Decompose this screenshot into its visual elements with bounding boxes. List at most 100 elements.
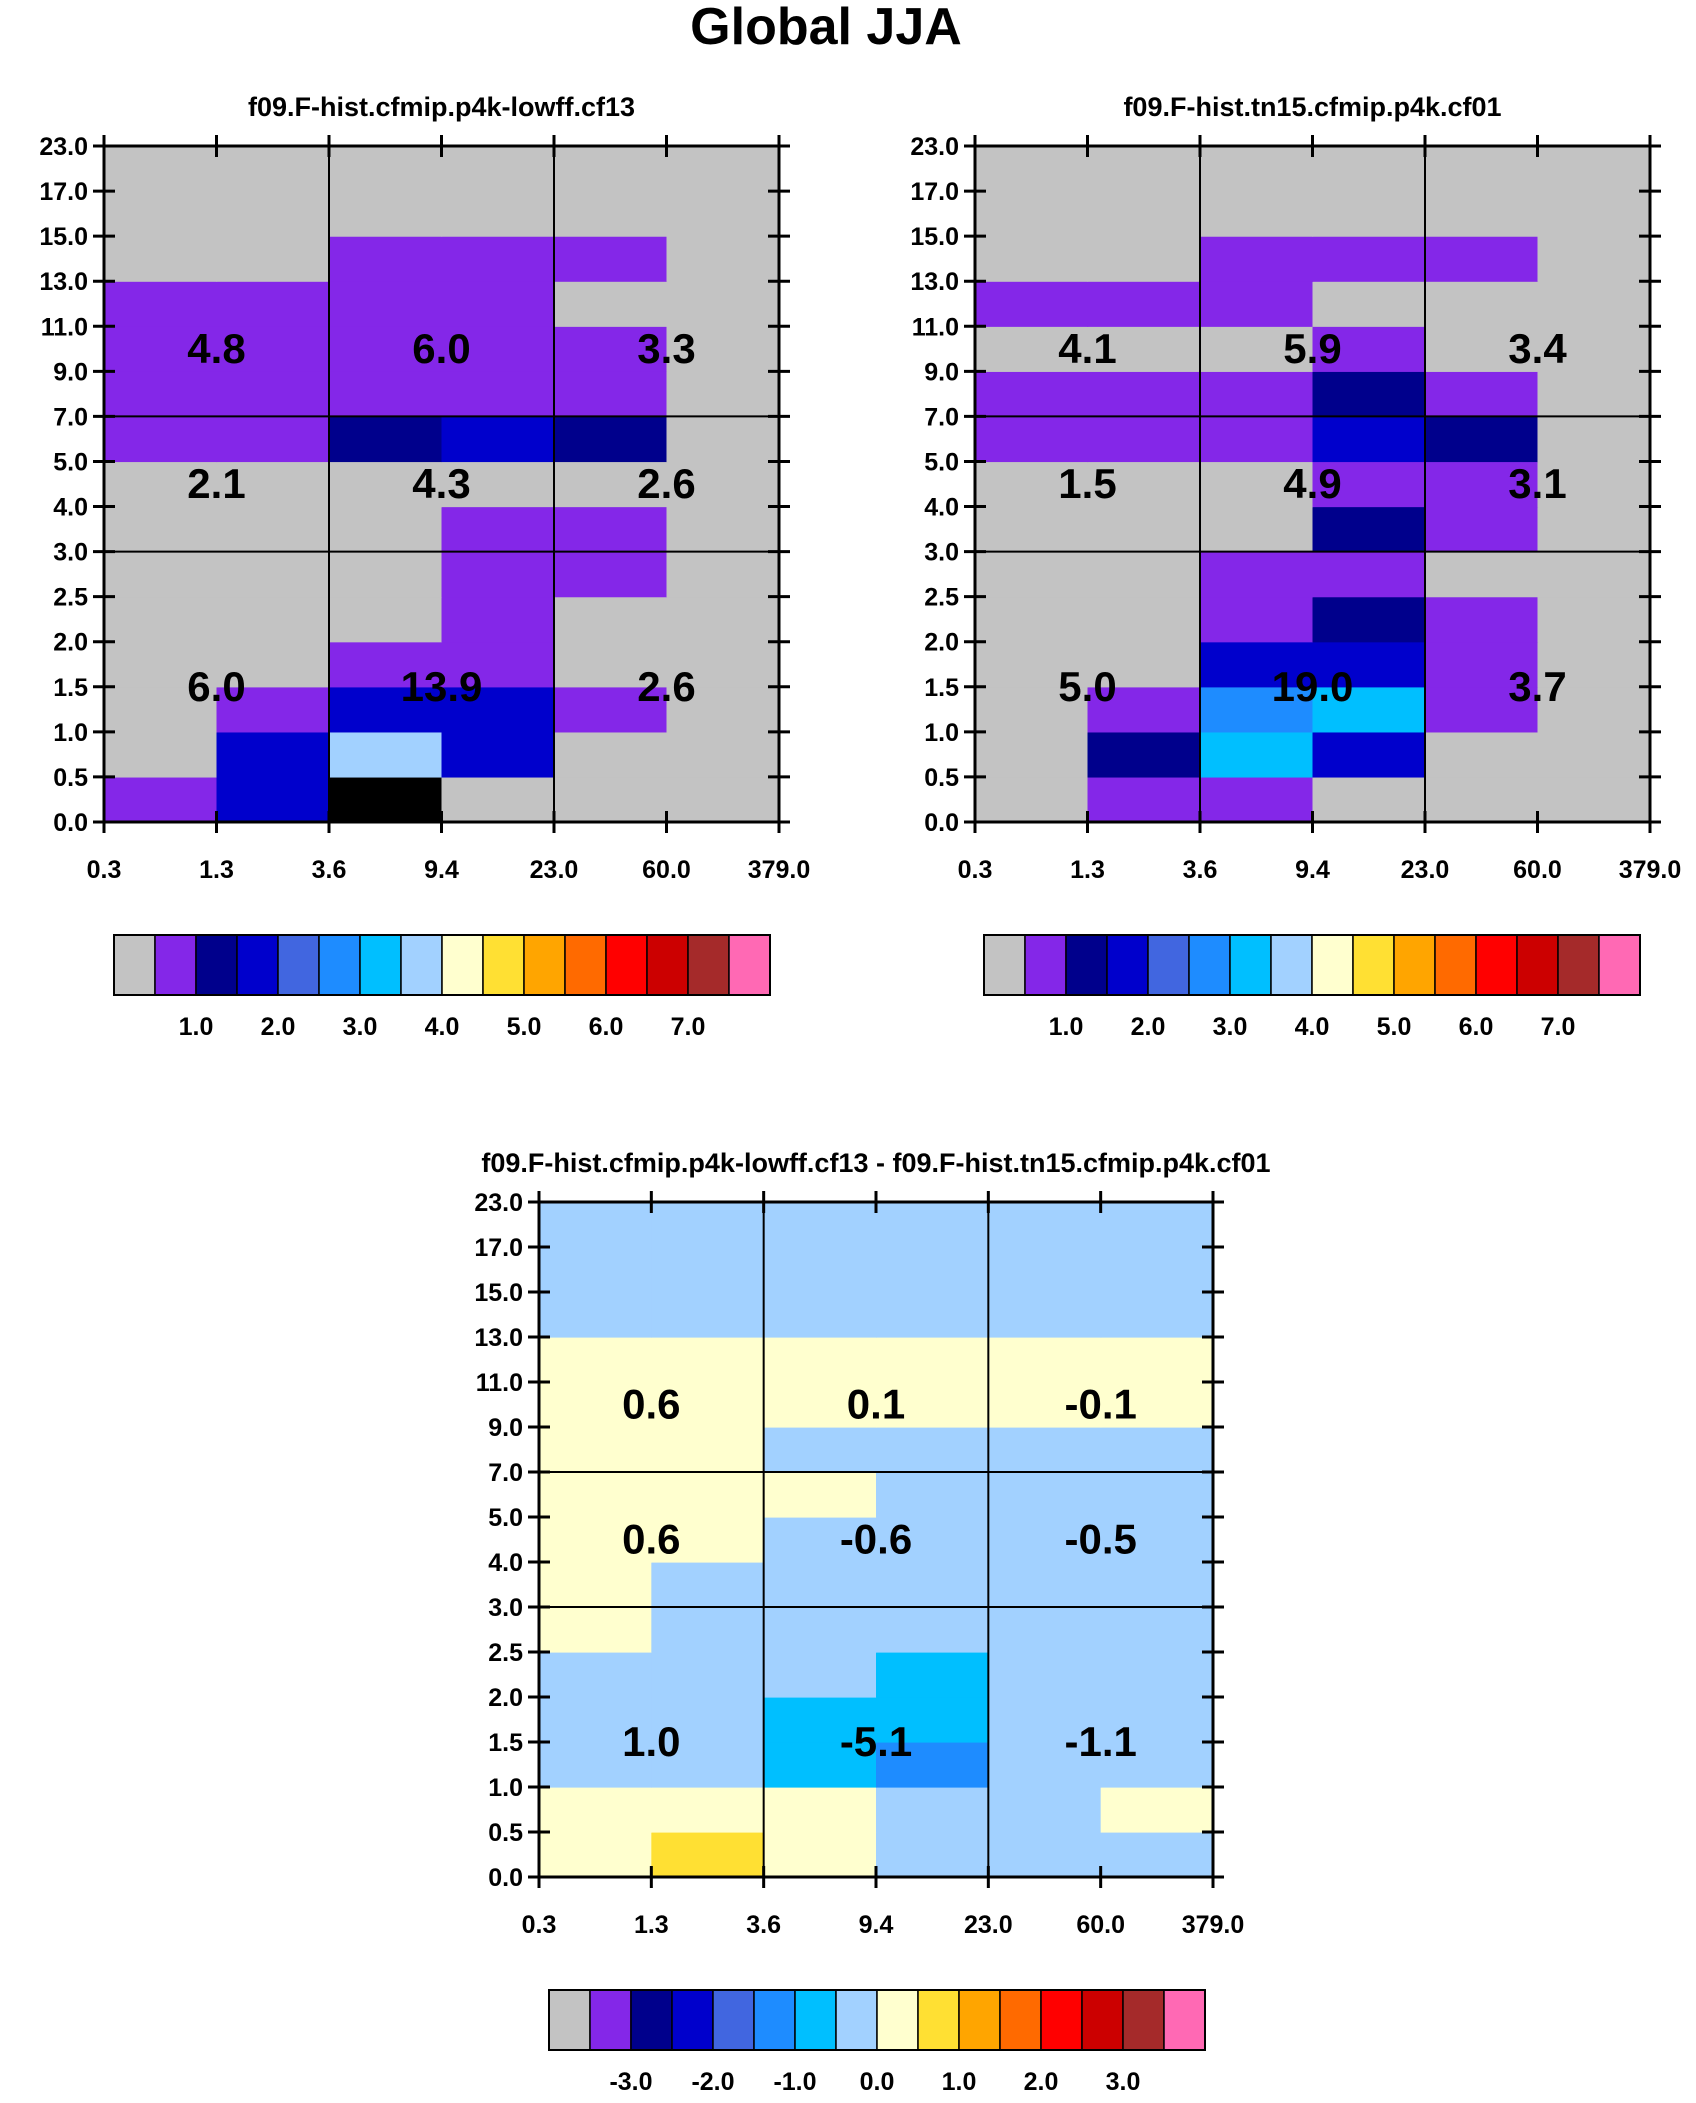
y-tick-label: 23.0 <box>474 1189 523 1217</box>
colorbar-label: 4.0 <box>1295 1013 1330 1041</box>
heatmap-cell <box>1425 686 1539 733</box>
colorbar-swatch <box>835 1989 878 2051</box>
y-tick-label: 17.0 <box>910 178 959 206</box>
plot-left: 0.0 0.5 1.0 1.5 2.0 2.5 3.0 4.0 5.0 7.0 9.0 11.0 13.… <box>39 92 810 884</box>
heatmap-cell <box>554 551 668 598</box>
y-tick-label: 13.0 <box>474 1324 523 1352</box>
heatmap-cell <box>763 1472 877 1518</box>
heatmap-cell <box>1537 641 1651 688</box>
heatmap-cell <box>651 1832 765 1878</box>
heatmap-cell <box>975 236 1089 282</box>
heatmap-cell <box>1100 1382 1214 1428</box>
y-tick-label: 11.0 <box>912 313 959 341</box>
box-value-label: -0.5 <box>1064 1516 1136 1563</box>
heatmap-cell <box>763 1787 877 1833</box>
y-tick-label: 17.0 <box>39 178 88 206</box>
heatmap-cell <box>1100 1292 1214 1338</box>
heatmap-cell <box>554 596 668 643</box>
heatmap-cell <box>1425 461 1539 508</box>
heatmap-cell <box>216 146 330 192</box>
heatmap-cell <box>216 506 330 553</box>
heatmap-cell <box>666 551 780 598</box>
colorbar-swatch <box>794 1989 837 2051</box>
colorbar-label: 4.0 <box>425 1013 460 1041</box>
heatmap-cell <box>554 326 668 372</box>
heatmap-cell <box>1087 776 1201 823</box>
colorbar-swatch <box>983 934 1026 996</box>
heatmap-cell <box>1100 1472 1214 1518</box>
x-tick-label: 60.0 <box>1513 856 1562 884</box>
heatmap-cell <box>554 281 668 327</box>
heatmap-cell <box>216 596 330 643</box>
x-tick-label: 379.0 <box>748 856 811 884</box>
y-tick-label: 2.5 <box>488 1639 523 1667</box>
colorbar-label: 6.0 <box>589 1013 624 1041</box>
heatmap-cell <box>1200 641 1314 688</box>
colorbar-swatch <box>1434 934 1477 996</box>
heatmap-cell <box>876 1427 989 1473</box>
heatmap-cell <box>651 1427 765 1473</box>
heatmap-cell <box>1087 596 1201 643</box>
heatmap-cell <box>988 1247 1102 1293</box>
y-tick-label: 5.0 <box>488 1504 523 1532</box>
heatmap-cell <box>666 596 780 643</box>
heatmap-cell <box>216 461 330 508</box>
heatmap-cell <box>554 236 668 282</box>
colorbar-swatch <box>1147 934 1190 996</box>
heatmap-cell <box>216 326 330 372</box>
heatmap-cell <box>1087 146 1201 192</box>
heatmap-cell <box>104 731 218 778</box>
heatmap-cell <box>651 1697 765 1743</box>
y-tick-label: 15.0 <box>39 223 88 251</box>
colorbar-frame <box>983 934 1641 996</box>
heatmap-cell <box>539 1247 652 1293</box>
heatmap-cell <box>104 236 218 282</box>
heatmap-cell <box>666 776 780 823</box>
heatmap-cell <box>329 191 443 237</box>
box-value-label: 3.7 <box>1508 663 1566 710</box>
y-tick-label: 4.0 <box>924 494 959 522</box>
heatmap-cell <box>1200 596 1314 643</box>
heatmap-cell <box>1087 191 1201 237</box>
colorbar-swatch <box>917 1989 960 2051</box>
colorbar-label: 2.0 <box>1131 1013 1166 1041</box>
heatmap-cell <box>1312 506 1426 553</box>
heatmap-cell <box>876 1202 989 1248</box>
heatmap-cell <box>1537 326 1651 372</box>
colorbar-swatch <box>1106 934 1149 996</box>
box-value-label: 2.1 <box>187 460 245 507</box>
heatmap-cell <box>988 1787 1102 1833</box>
y-tick-label: 2.5 <box>924 584 959 612</box>
heatmap-cell <box>539 1787 652 1833</box>
heatmap-cell <box>975 416 1089 463</box>
heatmap-cell <box>539 1652 652 1698</box>
heatmap-cell <box>666 641 780 688</box>
heatmap-cell <box>104 416 218 463</box>
heatmap-cell <box>988 1292 1102 1338</box>
heatmap-cell <box>1200 731 1314 778</box>
box-value-label: -0.6 <box>840 1516 912 1563</box>
heatmap-cell <box>329 551 443 598</box>
heatmap-cell <box>876 1697 989 1743</box>
colorbar-label: 5.0 <box>1377 1013 1412 1041</box>
heatmap-cell <box>763 1202 877 1248</box>
heatmap-cell <box>651 1517 765 1563</box>
heatmap-cell <box>329 686 443 733</box>
box-value-label: 4.3 <box>412 460 470 507</box>
heatmap-cell <box>1537 776 1651 823</box>
heatmap-cell <box>539 1562 652 1608</box>
heatmap-cell <box>1200 281 1314 327</box>
box-value-label: 4.8 <box>187 325 245 372</box>
colorbar-swatch <box>1311 934 1354 996</box>
heatmap-cell <box>1100 1427 1214 1473</box>
y-tick-label: 0.5 <box>924 764 959 792</box>
heatmap-cell <box>1425 191 1539 237</box>
heatmap-cell <box>988 1697 1102 1743</box>
colorbar-swatch <box>277 934 320 996</box>
y-tick-label: 23.0 <box>39 133 88 161</box>
y-tick-label: 1.0 <box>924 719 959 747</box>
heatmap-cell <box>216 551 330 598</box>
y-tick-label: 23.0 <box>910 133 959 161</box>
heatmap-cell <box>1200 326 1314 372</box>
y-tick-label: 9.0 <box>924 358 959 386</box>
